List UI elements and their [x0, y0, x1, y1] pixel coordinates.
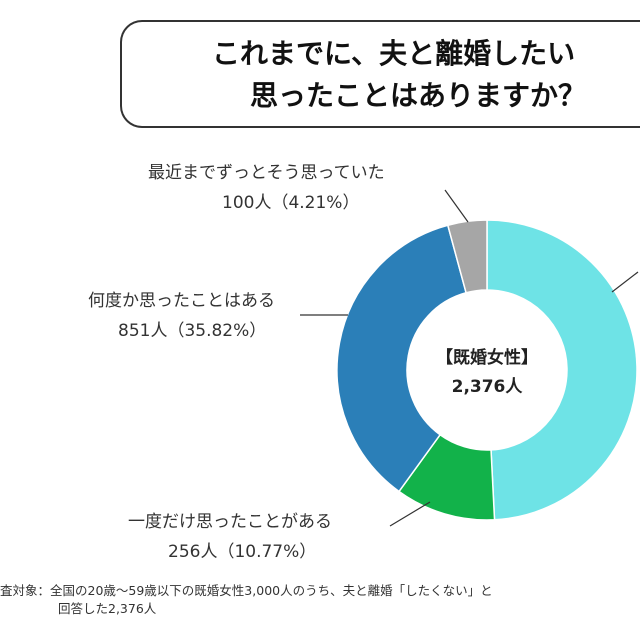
- leader-line-recent: [444, 189, 469, 223]
- slice-value-several: 851人（35.82%）: [118, 321, 267, 341]
- title-box: [120, 20, 640, 128]
- center-label-total: 2,376人: [451, 377, 523, 397]
- chart-title-line2: 思ったことはありますか？: [250, 79, 587, 112]
- footnote-line1: 査対象：全国の20歳〜59歳以下の既婚女性3,000人のうち、夫と離婚「したくな…: [0, 583, 493, 598]
- slice-recent: [446, 219, 488, 294]
- center-label-title: 【既婚女性】: [436, 348, 538, 368]
- slice-value-recent: 100人（4.21%）: [222, 193, 360, 213]
- slice-label-several: 何度か思ったことはある: [88, 291, 275, 311]
- slice-label-recent: 最近までずっとそう思っていた: [148, 163, 385, 183]
- leader-line-never: [611, 271, 639, 293]
- slice-value-once: 256人（10.77%）: [168, 542, 317, 562]
- chart-title-line1: これまでに、夫と離婚したい: [212, 37, 576, 70]
- slice-several: [336, 224, 468, 493]
- leader-line-once: [389, 501, 431, 527]
- slice-never: [486, 219, 638, 521]
- footnote-line2: 回答した2,376人: [58, 601, 157, 616]
- slice-label-once: 一度だけ思ったことがある: [128, 512, 332, 532]
